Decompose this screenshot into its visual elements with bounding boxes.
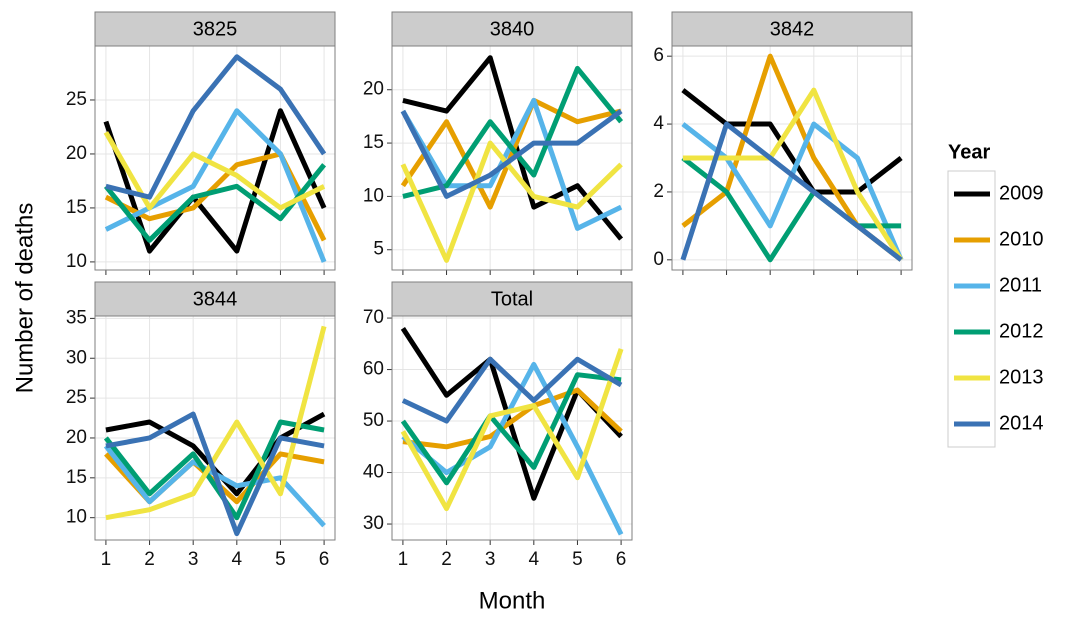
y-tick-label: 10 xyxy=(66,507,87,528)
legend-label: 2013 xyxy=(999,366,1044,388)
x-tick-label: 3 xyxy=(485,549,496,570)
data-line xyxy=(401,356,623,424)
x-tick-label: 2 xyxy=(441,549,452,570)
data-line xyxy=(103,419,325,521)
x-tick-label: 5 xyxy=(572,549,583,570)
y-tick-label: 15 xyxy=(363,132,384,153)
x-tick-label: 1 xyxy=(101,549,112,570)
data-line xyxy=(400,109,623,199)
strip xyxy=(671,11,913,47)
y-tick-label: 30 xyxy=(363,513,384,534)
y-tick-label: 35 xyxy=(66,307,87,328)
y-tick-label: 20 xyxy=(66,143,87,164)
legend-label: 2014 xyxy=(999,412,1044,434)
y-tick-label: 60 xyxy=(363,359,384,380)
y-tick-label: 15 xyxy=(66,467,87,488)
y-axis-title: Number of deaths xyxy=(11,203,38,394)
strip-label: 3842 xyxy=(770,18,815,40)
x-tick-label: 1 xyxy=(398,549,409,570)
y-tick-label: 20 xyxy=(363,79,384,100)
strip-label: 3840 xyxy=(490,18,535,40)
y-tick-label: 6 xyxy=(653,45,664,66)
y-tick-label: 15 xyxy=(66,197,87,218)
strip xyxy=(391,281,633,317)
x-tick-label: 6 xyxy=(319,549,330,570)
y-tick-label: 25 xyxy=(66,89,87,110)
y-tick-label: 25 xyxy=(66,387,87,408)
data-line xyxy=(103,163,327,243)
x-tick-label: 4 xyxy=(529,549,540,570)
data-line xyxy=(400,97,623,231)
strip xyxy=(391,11,633,47)
y-tick-label: 2 xyxy=(653,181,664,202)
data-line xyxy=(400,97,622,210)
strip-label: 3844 xyxy=(193,288,238,310)
x-tick-label: 2 xyxy=(144,549,155,570)
legend-label: 2011 xyxy=(999,274,1042,296)
x-tick-label: 5 xyxy=(275,549,286,570)
data-line xyxy=(402,55,624,241)
data-line xyxy=(105,325,327,521)
x-axis-title: Month xyxy=(479,587,546,614)
y-tick-label: 10 xyxy=(66,251,87,272)
legend-label: 2010 xyxy=(999,228,1044,250)
strip-label: Total xyxy=(491,288,533,310)
x-tick-label: 3 xyxy=(188,549,199,570)
data-line xyxy=(400,372,622,486)
y-tick-label: 30 xyxy=(66,347,87,368)
y-tick-label: 40 xyxy=(363,462,384,483)
y-tick-label: 70 xyxy=(363,307,384,328)
x-tick-label: 4 xyxy=(232,549,243,570)
data-line xyxy=(400,348,624,512)
data-line xyxy=(105,411,325,537)
x-tick-label: 6 xyxy=(616,549,627,570)
strip-label: 3825 xyxy=(193,18,238,40)
data-line xyxy=(402,387,623,450)
data-line xyxy=(682,87,904,262)
data-line xyxy=(681,156,902,263)
y-tick-label: 50 xyxy=(363,410,384,431)
data-line xyxy=(400,140,623,263)
legend-label: 2009 xyxy=(999,182,1044,204)
data-line xyxy=(104,108,327,263)
data-line xyxy=(680,121,903,262)
legend-label: 2012 xyxy=(999,320,1044,342)
y-tick-label: 0 xyxy=(653,249,664,270)
data-line xyxy=(105,54,327,200)
y-tick-label: 20 xyxy=(66,427,87,448)
y-tick-label: 4 xyxy=(653,113,664,134)
y-tick-label: 5 xyxy=(373,239,384,260)
legend-box xyxy=(947,170,996,448)
legend-title: Year xyxy=(948,141,990,163)
strip xyxy=(94,11,336,47)
data-line xyxy=(681,88,903,195)
y-tick-label: 10 xyxy=(363,185,384,206)
strip xyxy=(94,281,336,317)
